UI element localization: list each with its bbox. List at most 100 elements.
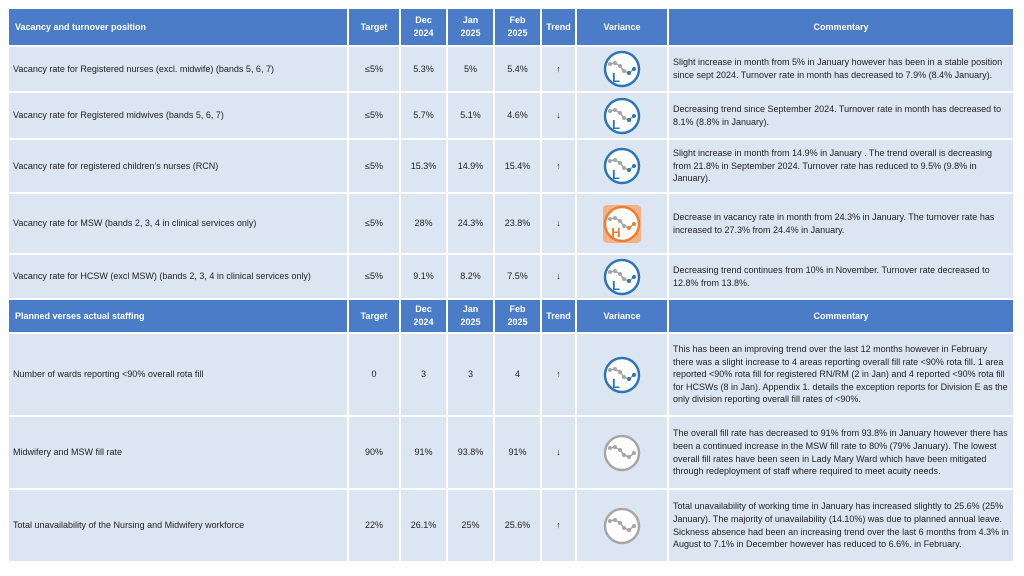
variance-cell: L: [577, 140, 667, 192]
dec-cell: 3: [401, 334, 446, 415]
trend-cell: ↓: [542, 93, 575, 138]
icon-dot: [622, 166, 626, 170]
jan-cell: 5.1%: [448, 93, 493, 138]
icon-dot: [618, 64, 622, 68]
commentary-cell: Decrease in vacancy rate in month from 2…: [669, 194, 1013, 253]
icon-dot: [627, 71, 631, 75]
feb-cell: 23.8%: [495, 194, 540, 253]
icon-dot: [608, 367, 612, 372]
commentary-cell: Decreasing trend since September 2024. T…: [669, 93, 1013, 138]
icon-dot: [632, 221, 636, 226]
icon-dot: [618, 110, 622, 115]
commentary-cell: The overall fill rate has decreased to 9…: [669, 417, 1013, 488]
header-cell: Target: [349, 9, 399, 45]
target-cell: ≤5%: [349, 93, 399, 138]
variance-cell: H: [577, 194, 667, 253]
icon-dot: [632, 372, 636, 377]
variance-icon: L: [603, 97, 641, 134]
icon-dot: [627, 225, 631, 230]
dec-cell: 15.3%: [401, 140, 446, 192]
commentary-cell: Slight increase in month from 14.9% in J…: [669, 140, 1013, 192]
icon-dot: [632, 67, 636, 71]
trend-cell: ↑: [542, 490, 575, 561]
icon-dot: [618, 520, 622, 525]
icon-dot: [627, 527, 631, 532]
icon-dot: [608, 445, 612, 450]
icon-dot: [632, 274, 636, 279]
icon-dot: [632, 523, 636, 528]
icon-dot: [627, 117, 631, 122]
variance-letter: H: [611, 225, 620, 240]
variance-icon: L: [603, 258, 641, 295]
icon-dot: [622, 374, 626, 379]
variance-letter: L: [612, 278, 620, 293]
icon-dot: [618, 369, 622, 374]
trend-cell: ↓: [542, 194, 575, 253]
variance-letter: L: [612, 70, 620, 85]
jan-cell: 14.9%: [448, 140, 493, 192]
variance-cell: L: [577, 255, 667, 298]
header-cell: Planned verses actual staffing: [9, 300, 347, 332]
row-label: Vacancy rate for MSW (bands 2, 3, 4 in c…: [9, 194, 347, 253]
dec-cell: 5.3%: [401, 47, 446, 91]
icon-dot: [627, 376, 631, 381]
icon-dot: [608, 108, 612, 113]
icon-dot: [627, 454, 631, 459]
header-cell: Vacancy and turnover position: [9, 9, 347, 45]
variance-letter: L: [612, 117, 620, 132]
variance-icon: H: [603, 204, 641, 243]
icon-dot: [613, 517, 617, 522]
jan-cell: 5%: [448, 47, 493, 91]
variance-cell: L: [577, 93, 667, 138]
trend-cell: ↓: [542, 255, 575, 298]
row-label: Vacancy rate for HCSW (excl MSW) (bands …: [9, 255, 347, 298]
target-cell: ≤5%: [349, 140, 399, 192]
feb-cell: 25.6%: [495, 490, 540, 561]
feb-cell: 4.6%: [495, 93, 540, 138]
trend-cell: ↑: [542, 140, 575, 192]
variance-cell: L: [577, 47, 667, 91]
jan-cell: 25%: [448, 490, 493, 561]
header-cell: Jan 2025: [448, 300, 493, 332]
commentary-cell: Slight increase in month from 5% in Janu…: [669, 47, 1013, 91]
header-cell: Trend: [542, 300, 575, 332]
variance-letter: L: [612, 167, 620, 182]
dec-cell: 5.7%: [401, 93, 446, 138]
row-label: Vacancy rate for registered children’s n…: [9, 140, 347, 192]
trend-cell: ↓: [542, 417, 575, 488]
icon-dot: [622, 69, 626, 73]
icon-dot: [608, 518, 612, 523]
variance-icon: L: [603, 147, 641, 185]
header-cell: Feb 2025: [495, 9, 540, 45]
icon-dot: [622, 276, 626, 281]
dec-cell: 91%: [401, 417, 446, 488]
icon-dot: [622, 452, 626, 457]
variance-icon: [603, 507, 641, 544]
row-label: Vacancy rate for Registered nurses (excl…: [9, 47, 347, 91]
icon-dot: [613, 215, 617, 220]
icon-dot: [622, 115, 626, 120]
icon-dot: [627, 278, 631, 283]
icon-dot: [622, 223, 626, 228]
commentary-cell: Total unavailability of working time in …: [669, 490, 1013, 561]
row-label: Number of wards reporting <90% overall r…: [9, 334, 347, 415]
feb-cell: 91%: [495, 417, 540, 488]
variance-icon: [603, 434, 641, 471]
variance-letter: L: [612, 376, 620, 391]
icon-dot: [613, 268, 617, 273]
trend-cell: ↑: [542, 47, 575, 91]
icon-dot: [632, 450, 636, 455]
jan-cell: 93.8%: [448, 417, 493, 488]
jan-cell: 3: [448, 334, 493, 415]
icon-dot: [622, 525, 626, 530]
feb-cell: 5.4%: [495, 47, 540, 91]
icon-dot: [608, 62, 612, 66]
header-cell: Target: [349, 300, 399, 332]
target-cell: ≤5%: [349, 47, 399, 91]
icon-dot: [608, 159, 612, 163]
feb-cell: 7.5%: [495, 255, 540, 298]
target-cell: 22%: [349, 490, 399, 561]
variance-icon: L: [603, 50, 641, 88]
header-cell: Variance: [577, 300, 667, 332]
